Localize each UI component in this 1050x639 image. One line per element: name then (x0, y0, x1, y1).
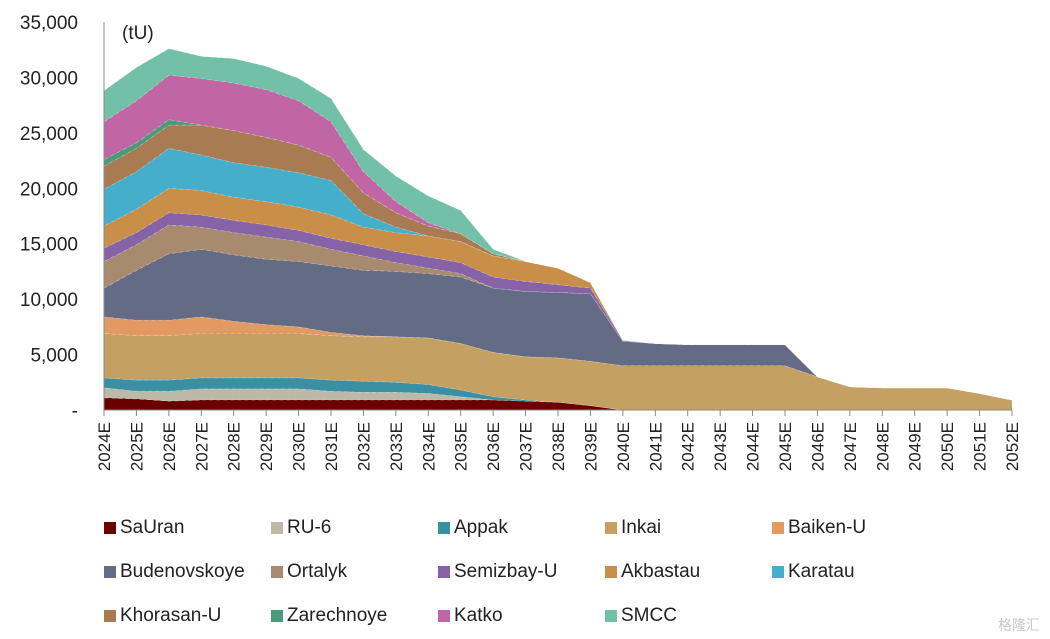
legend-label: Semizbay-U (454, 561, 558, 582)
legend-item-budenovskoye: Budenovskoye (104, 560, 271, 584)
x-tick-label: 2025E (127, 422, 146, 471)
y-tick-label: 20,000 (20, 179, 78, 200)
x-tick-label: 2040E (614, 422, 633, 471)
legend-swatch (271, 522, 283, 534)
x-tick-label: 2027E (192, 422, 211, 471)
y-tick-label: 35,000 (20, 13, 78, 34)
x-tick-label: 2048E (873, 422, 892, 471)
area-semizbay-u (103, 212, 1013, 401)
legend-label: Akbastau (621, 561, 701, 582)
legend-swatch (271, 566, 283, 578)
legend-item-inkai: Inkai (605, 516, 772, 540)
x-tick-label: 2030E (290, 422, 309, 471)
legend-label: Ortalyk (287, 561, 348, 582)
x-tick-label: 2045E (776, 422, 795, 471)
legend-item-ru-6: RU-6 (271, 516, 438, 540)
y-tick-label: 10,000 (20, 290, 78, 311)
legend-item-karatau: Karatau (772, 560, 932, 584)
legend-swatch (104, 566, 116, 578)
legend-swatch (271, 610, 283, 622)
legend-swatch (438, 610, 450, 622)
legend-label: RU-6 (287, 517, 332, 538)
x-tick-label: 2047E (841, 422, 860, 471)
area-layers (103, 48, 1013, 411)
y-tick-label: 25,000 (20, 124, 78, 145)
x-tick-label: 2051E (971, 422, 990, 471)
x-tick-label: 2042E (679, 422, 698, 471)
legend-label: Karatau (788, 561, 855, 582)
legend-swatch (772, 566, 784, 578)
legend-item-akbastau: Akbastau (605, 560, 772, 584)
area-karatau (103, 148, 1013, 401)
legend-label: Khorasan-U (120, 605, 222, 626)
legend-label: Budenovskoye (120, 561, 245, 582)
legend-swatch (104, 610, 116, 622)
x-tick-label: 2050E (938, 422, 957, 471)
y-ticks: - 5,000 10,000 15,000 20,000 25,000 30,000 35,0… (20, 13, 78, 422)
x-tick-label: 2046E (808, 422, 827, 471)
area-baiken-u (103, 316, 1013, 401)
legend-item-zarechnoye: Zarechnoye (271, 604, 438, 628)
x-ticks: 2024E 2025E 2026E 2027E 2028E 2029E 2030E 2031E… (95, 410, 1022, 471)
x-tick-label: 2033E (387, 422, 406, 471)
y-tick-label: 15,000 (20, 235, 78, 256)
x-tick-label: 2043E (711, 422, 730, 471)
x-tick-label: 2038E (549, 422, 568, 471)
x-tick-label: 2044E (744, 422, 763, 471)
legend-swatch (772, 522, 784, 534)
y-tick-label: 5,000 (30, 346, 78, 367)
legend-swatch (605, 610, 617, 622)
x-tick-label: 2032E (354, 422, 373, 471)
legend-label: Appak (454, 517, 508, 538)
legend-item-smcc: SMCC (605, 604, 772, 628)
unit-label: (tU) (122, 23, 154, 44)
x-tick-label: 2029E (257, 422, 276, 471)
legend-label: Katko (454, 605, 503, 626)
x-tick-label: 2036E (484, 422, 503, 471)
legend-label: SMCC (621, 605, 677, 626)
stacked-area-chart: 2024E 2025E 2026E 2027E 2028E 2029E 2030E 2031E… (20, 13, 1022, 471)
legend-label: Baiken-U (788, 517, 867, 538)
x-tick-label: 2031E (322, 422, 341, 471)
x-tick-label: 2052E (1003, 422, 1022, 471)
area-khorasan-u (103, 124, 1013, 401)
legend-item-ortalyk: Ortalyk (271, 560, 438, 584)
watermark: 格隆汇 (998, 617, 1040, 633)
legend-item-appak: Appak (438, 516, 605, 540)
legend: SaUran RU-6 Appak Inkai Baiken-U Budenovskoye… (104, 516, 924, 628)
x-tick-label: 2034E (419, 422, 438, 471)
legend-swatch (438, 566, 450, 578)
legend-item-baiken-u: Baiken-U (772, 516, 932, 540)
x-tick-label: 2049E (906, 422, 925, 471)
x-tick-label: 2026E (160, 422, 179, 471)
legend-label: Zarechnoye (287, 605, 388, 626)
legend-item-semizbay-u: Semizbay-U (438, 560, 605, 584)
x-tick-label: 2041E (646, 422, 665, 471)
y-tick-label: - (72, 401, 78, 422)
x-tick-label: 2039E (581, 422, 600, 471)
legend-label: Inkai (621, 517, 662, 538)
x-tick-label: 2028E (225, 422, 244, 471)
legend-item-khorasan-u: Khorasan-U (104, 604, 271, 628)
y-tick-label: 30,000 (20, 68, 78, 89)
legend-swatch (605, 566, 617, 578)
x-tick-label: 2024E (95, 422, 114, 471)
legend-label: SaUran (120, 517, 185, 538)
legend-swatch (104, 522, 116, 534)
legend-item-katko: Katko (438, 604, 605, 628)
area-ortalyk (103, 224, 1013, 401)
x-tick-label: 2035E (452, 422, 471, 471)
legend-swatch (438, 522, 450, 534)
legend-swatch (605, 522, 617, 534)
area-smcc (103, 48, 1013, 401)
x-tick-label: 2037E (517, 422, 536, 471)
legend-item-sauran: SaUran (104, 516, 271, 540)
